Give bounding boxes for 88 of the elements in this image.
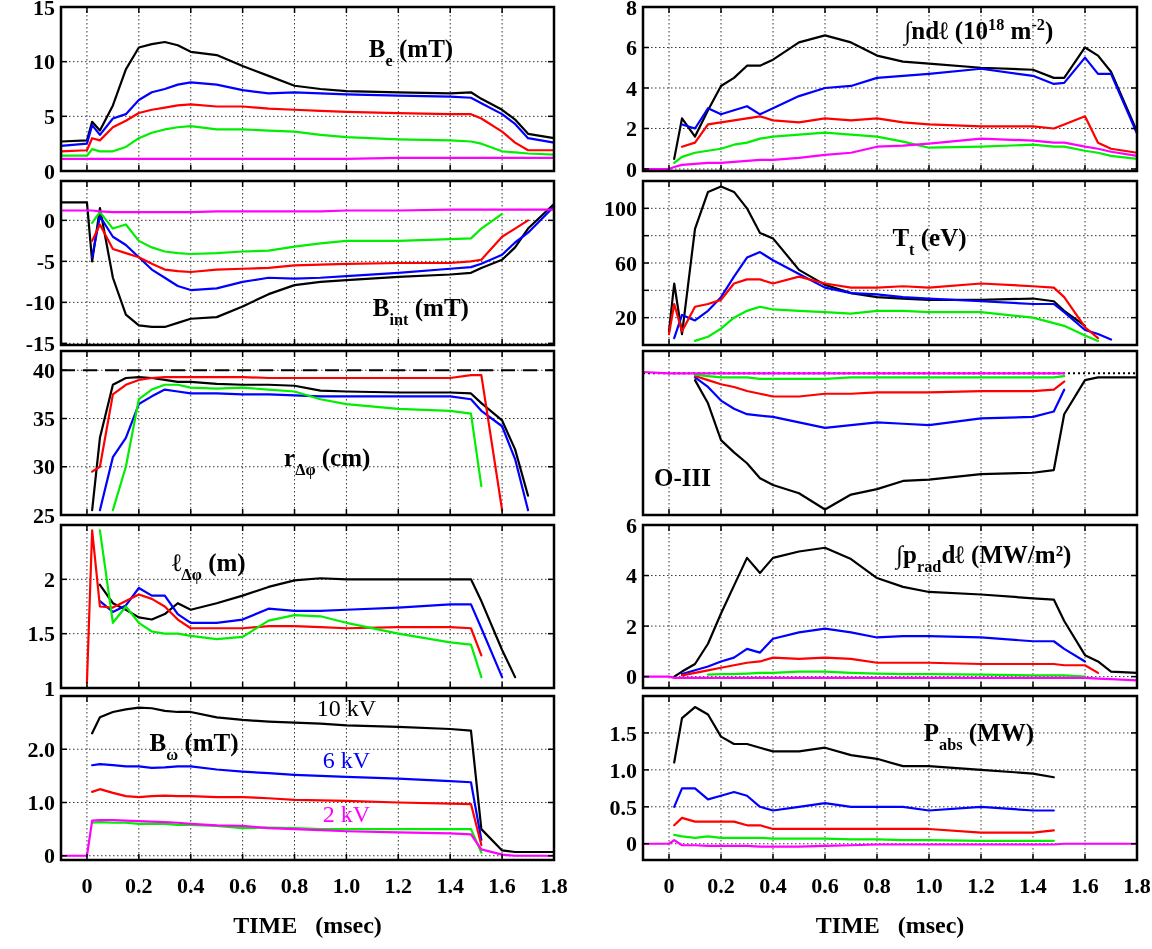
text: ∫p$_{rad}$dℓ (MW/m²) <box>894 541 1072 577</box>
x-tick-label: 0.6 <box>811 873 839 898</box>
y-tick-label: 1.5 <box>609 720 637 746</box>
y-tick-label: 0.5 <box>609 794 637 820</box>
line-series <box>680 56 1139 135</box>
y-tick-label: 1.0 <box>27 790 55 816</box>
y-tick-label: 6 <box>626 512 637 538</box>
y-tick-label: 0 <box>626 831 637 857</box>
y-tick-label: 100 <box>604 196 637 222</box>
x-tick-label: 0.2 <box>707 873 735 898</box>
y-tick-label: 4 <box>626 563 637 589</box>
y-tick-label: 0 <box>626 156 637 182</box>
y-tick-label: 60 <box>615 250 637 276</box>
x-axis-title: TIME (msec) <box>815 912 965 938</box>
line-series <box>667 275 1100 340</box>
y-tick-label: 2 <box>626 116 637 142</box>
line-series <box>91 788 483 847</box>
y-tick-label: 20 <box>615 305 637 331</box>
x-tick-label: 1.0 <box>332 873 361 898</box>
line-series <box>59 125 556 157</box>
x-tick-label: 0 <box>663 873 675 898</box>
x-tick-label: 0 <box>81 873 93 898</box>
x-tick-label: 1.6 <box>488 873 516 898</box>
line-series <box>91 219 530 274</box>
y-tick-label: 0 <box>626 664 637 690</box>
y-tick-label: 0 <box>44 208 55 234</box>
line-series <box>680 656 1100 677</box>
x-tick-label: 0.6 <box>228 873 257 898</box>
line-series <box>111 383 483 512</box>
x-tick-label: 0.8 <box>280 873 309 898</box>
x-tick-label: 1.4 <box>1019 873 1047 898</box>
y-tick-label: 2 <box>44 567 55 593</box>
x-tick-label: 0.8 <box>863 873 891 898</box>
y-tick-label: 30 <box>33 454 55 480</box>
chart-title: ∫ndℓ (10$^{18}$ m$^{-2}$) <box>902 15 1054 46</box>
y-tick-label: 1.5 <box>27 621 55 647</box>
x-tick-label: 0.4 <box>176 873 205 898</box>
line-series <box>59 103 556 153</box>
y-tick-label: 8 <box>626 0 637 20</box>
line-series <box>641 838 1139 848</box>
line-series <box>91 821 483 854</box>
line-series <box>59 81 556 147</box>
y-tick-label: 0 <box>44 158 55 184</box>
x-tick-label: 1.6 <box>1071 873 1099 898</box>
text: r$_{Δφ}$ (cm) <box>284 444 371 480</box>
x-tick-label: 0.2 <box>125 873 153 898</box>
line-series <box>673 787 1055 812</box>
series-label: 2 kV <box>322 801 371 828</box>
line-series <box>673 816 1055 834</box>
x-tick-label: 1.0 <box>915 873 943 898</box>
text: O-III <box>654 464 711 492</box>
text: B$_{ω}$ (mT) <box>149 728 239 764</box>
x-tick-label: 1.8 <box>540 873 568 898</box>
y-tick-label: 40 <box>33 357 55 383</box>
x-tick-label: 0.4 <box>759 873 787 898</box>
line-series <box>673 131 1139 164</box>
y-tick-label: 2.0 <box>27 736 55 762</box>
y-tick-label: -5 <box>36 249 55 275</box>
line-series <box>680 115 1139 154</box>
text: ℓ$_{Δφ}$ (m) <box>171 549 246 585</box>
series-label: 6 kV <box>322 746 371 773</box>
text: B$_{int}$ (mT) <box>372 294 469 330</box>
text: B$_{e}$ (mT) <box>368 34 454 70</box>
line-series <box>91 211 504 256</box>
legend-label: 10 kV <box>316 695 377 722</box>
y-tick-label: 5 <box>44 104 55 130</box>
x-tick-label: 1.2 <box>384 873 413 898</box>
y-tick-label: 1 <box>44 675 55 701</box>
y-tick-label: 10 <box>33 49 55 75</box>
x-tick-label: 1.4 <box>436 873 464 898</box>
y-tick-label: -10 <box>25 290 55 316</box>
x-tick-label: 1.8 <box>1123 873 1151 898</box>
y-tick-label: 25 <box>33 502 55 528</box>
line-series <box>91 205 556 292</box>
text: P$_{abs}$ (MW) <box>923 718 1035 754</box>
y-tick-label: 0 <box>44 843 55 869</box>
y-tick-label: 2 <box>626 613 637 639</box>
y-tick-label: 15 <box>33 0 55 20</box>
y-tick-label: 35 <box>33 406 55 432</box>
line-series <box>680 627 1087 676</box>
y-tick-label: 6 <box>626 35 637 61</box>
y-tick-label: 1.0 <box>609 757 637 783</box>
x-axis-title: TIME (msec) <box>233 912 382 938</box>
line-series <box>693 305 1100 342</box>
y-tick-label: -15 <box>25 331 55 357</box>
y-tick-label: 4 <box>626 75 637 101</box>
text: T$_{t}$ (eV) <box>892 223 967 259</box>
x-tick-label: 1.2 <box>967 873 995 898</box>
